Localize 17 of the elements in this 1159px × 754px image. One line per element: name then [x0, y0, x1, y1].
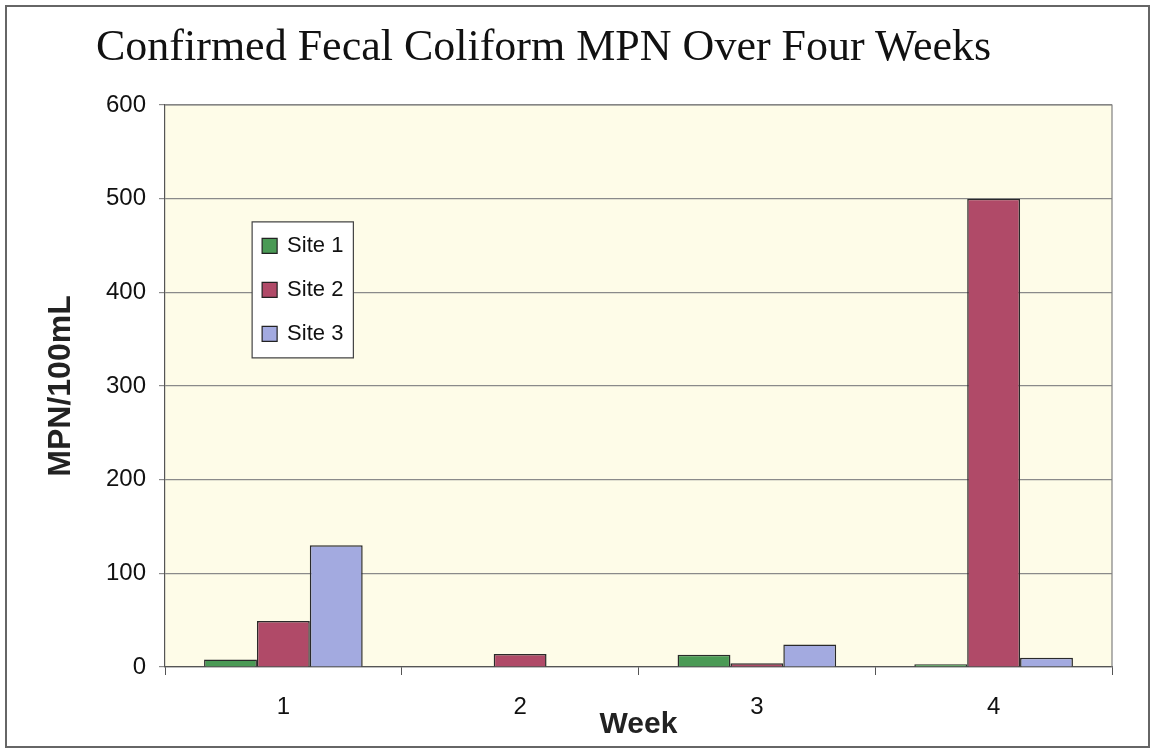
y-tick-label: 0 — [132, 651, 146, 679]
x-tick-label: 1 — [276, 692, 291, 720]
legend-label: Site 2 — [287, 275, 344, 301]
legend-label: Site 3 — [287, 319, 344, 345]
y-tick-label: 100 — [105, 557, 146, 585]
legend-label: Site 1 — [287, 231, 344, 257]
x-tick-label: 2 — [513, 692, 527, 720]
y-tick-label: 200 — [105, 464, 146, 492]
y-axis-title: MPN/100mL — [41, 295, 78, 477]
y-tick-label: 500 — [105, 183, 146, 211]
x-tick-label: 3 — [750, 692, 764, 720]
x-tick-label: 4 — [986, 692, 1001, 720]
chart-title: Confirmed Fecal Coliform MPN Over Four Weeks — [96, 21, 992, 70]
y-tick-label: 300 — [105, 370, 146, 398]
y-tick-label: 400 — [105, 276, 146, 304]
y-tick-label: 600 — [105, 89, 146, 117]
x-axis-title: Week — [599, 706, 678, 740]
